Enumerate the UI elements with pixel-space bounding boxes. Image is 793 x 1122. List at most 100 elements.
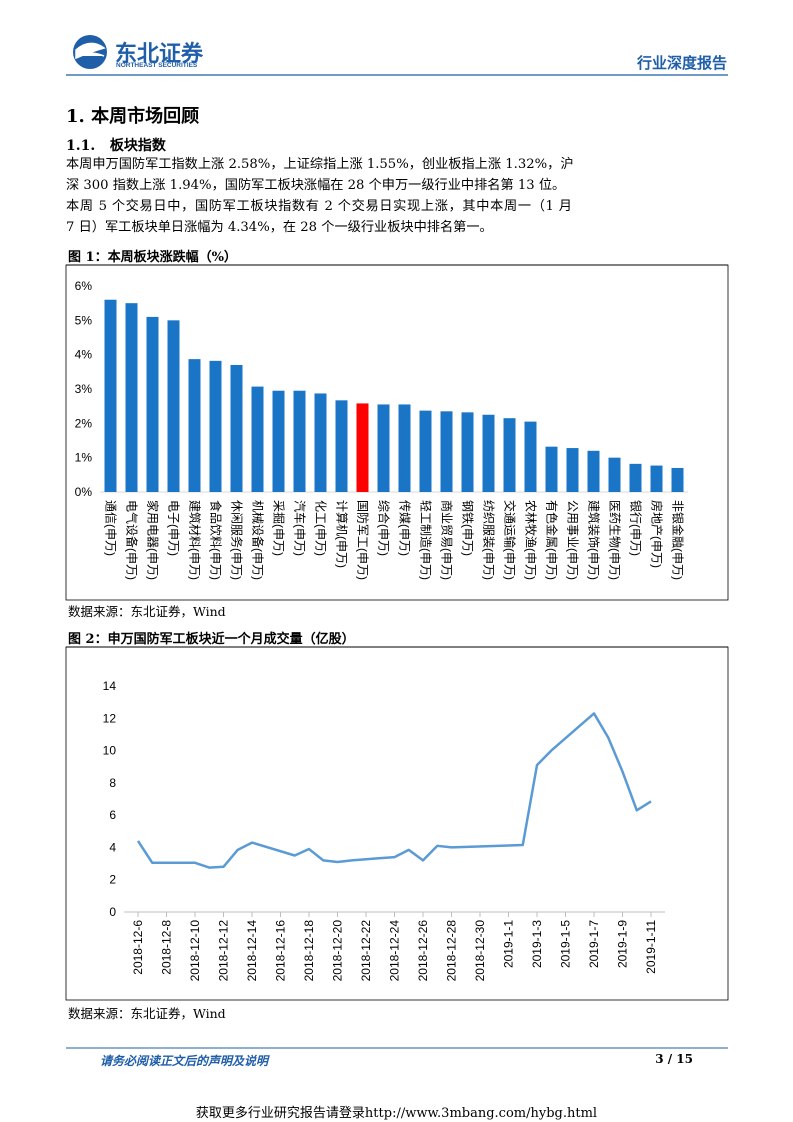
bar: [398, 404, 411, 492]
x-tick-label: 非银金融(申万): [671, 500, 686, 580]
y-tick-label: 1%: [75, 451, 93, 465]
bar: [482, 414, 495, 492]
x-tick-label: 建筑装饰(申万): [587, 500, 602, 580]
x-tick-label: 2018-12-16: [274, 920, 288, 982]
page-number: 3 / 15: [655, 1052, 693, 1066]
x-tick-label: 2018-12-22: [359, 920, 373, 982]
x-tick-label: 2018-12-10: [188, 920, 202, 982]
x-tick-label: 建筑材料(申万): [188, 500, 203, 580]
bar: [230, 364, 243, 492]
x-tick-label: 2018-12-26: [416, 920, 430, 982]
x-tick-label: 农林牧渔(申万): [524, 500, 538, 580]
bar: [356, 403, 369, 492]
figure-source: 数据来源：东北证券，Wind: [68, 1006, 226, 1021]
figure-caption: 图 2：申万国防军工板块近一个月成交量（亿股）: [68, 632, 355, 647]
x-tick-label: 2019-1-11: [644, 920, 658, 974]
body-text: 本周申万国防军工指数上涨 2.58%，上证综指上涨 1.55%，创业板指上涨 1…: [66, 154, 574, 238]
bar: [566, 448, 579, 492]
y-tick-label: 3%: [75, 382, 93, 396]
y-tick-label: 2: [109, 873, 116, 887]
y-tick-label: 5%: [75, 313, 93, 327]
bar: [608, 457, 621, 492]
x-tick-label: 2019-1-9: [616, 920, 630, 968]
x-tick-label: 钢铁(申万): [461, 500, 475, 556]
y-tick-label: 4: [109, 840, 116, 854]
logo-swoosh: [75, 42, 106, 60]
bar: [167, 320, 180, 492]
bar: [293, 390, 306, 492]
bar: [251, 386, 264, 492]
x-tick-label: 公用事业(申万): [566, 500, 580, 580]
x-tick-label: 纺织服装(申万): [482, 500, 496, 580]
x-tick-label: 房地产(申万): [650, 500, 665, 568]
bar: [146, 316, 159, 492]
bar: [671, 467, 684, 492]
x-tick-label: 家用电器(申万): [146, 500, 161, 580]
x-tick-label: 2018-12-18: [302, 920, 316, 982]
bar: [419, 410, 432, 492]
x-tick-label: 2019-1-1: [502, 920, 516, 968]
text-line: 深 300 指数上涨 1.94%，国防军工板块涨幅在 28 个申万一级行业中排名…: [66, 178, 566, 193]
figure-caption: 图 1：本周板块涨跌幅（%）: [68, 250, 237, 265]
bar: [440, 411, 453, 492]
bar: [209, 360, 222, 492]
x-tick-label: 通信(申万): [104, 500, 118, 556]
x-tick-label: 计算机(申万): [335, 500, 350, 568]
bar: [524, 421, 537, 492]
figure-frame: [65, 264, 729, 601]
section-number: 1.: [66, 106, 85, 127]
bar: [335, 400, 348, 492]
x-tick-label: 电子(申万): [167, 500, 181, 556]
subsection-number: 1.1.: [66, 138, 96, 154]
figure-source: 数据来源：东北证券，Wind: [68, 604, 226, 619]
paragraph: 本周 5 个交易日中，国防军工板块指数有 2 个交易日实现上涨，其中本周一（1 …: [66, 196, 572, 238]
text-line: 本周 5 个交易日中，国防军工板块指数有 2 个交易日实现上涨，其中本周一（1 …: [66, 199, 572, 214]
paragraph: 本周申万国防军工指数上涨 2.58%，上证综指上涨 1.55%，创业板指上涨 1…: [66, 154, 574, 196]
x-tick-label: 2019-1-5: [559, 920, 573, 968]
x-tick-label: 电气设备(申万): [125, 500, 140, 580]
bar: [461, 412, 474, 492]
x-tick-label: 2018-12-24: [388, 920, 402, 982]
bar: [104, 299, 117, 492]
x-tick-label: 2018-12-8: [160, 920, 174, 975]
subsection-heading: 1.1. 板块指数: [66, 135, 166, 155]
bar: [503, 418, 516, 492]
disclaimer: 请务必阅读正文后的声明及说明: [100, 1054, 269, 1068]
x-tick-label: 轻工制造(申万): [419, 500, 433, 580]
x-tick-label: 休闲服务(申万): [230, 500, 245, 580]
x-tick-label: 机械设备(申万): [251, 500, 266, 580]
x-tick-label: 2018-12-6: [131, 920, 145, 975]
y-tick-label: 8: [109, 776, 116, 790]
bar: [188, 359, 201, 492]
x-tick-label: 医药生物(申万): [608, 500, 622, 580]
y-tick-label: 0: [109, 905, 116, 919]
bar: [125, 303, 138, 492]
y-tick-label: 6: [109, 808, 116, 822]
x-tick-label: 化工(申万): [314, 500, 328, 556]
y-tick-label: 14: [103, 679, 117, 693]
bar: [272, 390, 285, 492]
x-tick-label: 交通运输(申万): [503, 500, 518, 580]
report-type: 行业深度报告: [636, 54, 727, 72]
x-tick-label: 2019-1-3: [530, 920, 544, 968]
bar: [587, 450, 600, 492]
y-tick-label: 4%: [75, 348, 93, 362]
x-tick-label: 2018-12-28: [445, 920, 459, 982]
bar: [629, 463, 642, 492]
bar: [314, 393, 327, 492]
subsection-title: 板块指数: [109, 138, 166, 154]
line: [136, 712, 652, 869]
bar: [545, 446, 558, 492]
x-tick-label: 2018-12-20: [331, 920, 345, 982]
logo-text: 东北证券: [115, 42, 204, 67]
x-tick-label: 传媒(申万): [398, 500, 413, 556]
x-tick-label: 有色金属(申万): [545, 500, 560, 580]
section-title: 本周市场回顾: [91, 106, 200, 127]
y-tick-label: 10: [103, 744, 117, 758]
y-tick-label: 6%: [75, 279, 93, 293]
text-line: 7 日）军工板块单日涨幅为 4.34%，在 28 个一级行业板块中排名第一。: [66, 220, 493, 235]
section-heading: 1. 本周市场回顾: [66, 102, 199, 128]
bar: [377, 404, 390, 492]
